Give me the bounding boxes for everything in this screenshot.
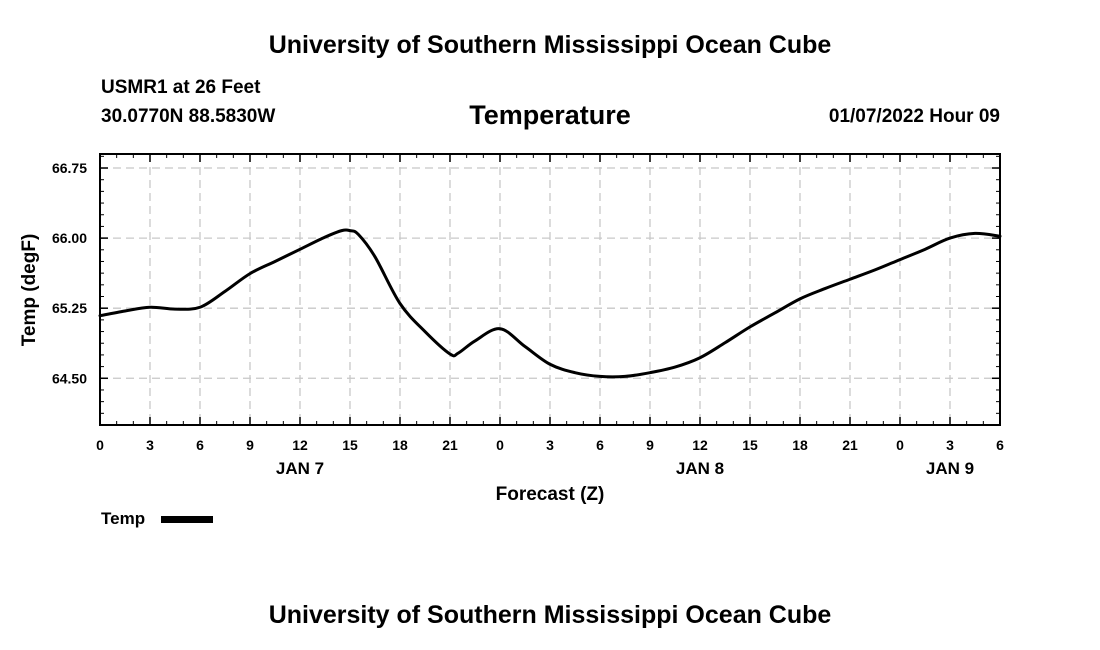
x-tick-label: 18 (392, 437, 408, 453)
x-tick-label: 3 (146, 437, 154, 453)
x-tick-label: 21 (442, 437, 458, 453)
legend-label: Temp (101, 509, 146, 528)
x-axis-label: Forecast (Z) (496, 484, 605, 505)
day-label: JAN 7 (276, 459, 324, 478)
x-tick-label: 15 (342, 437, 358, 453)
y-axis-label: Temp (degF) (19, 234, 40, 347)
y-tick-label: 66.75 (52, 160, 87, 176)
x-tick-label: 9 (646, 437, 654, 453)
page-title-top: University of Southern Mississippi Ocean… (268, 31, 832, 59)
x-tick-label: 21 (842, 437, 858, 453)
x-tick-label: 0 (96, 437, 104, 453)
day-label: JAN 8 (676, 459, 724, 478)
x-tick-label: 0 (896, 437, 904, 453)
x-tick-label: 3 (546, 437, 554, 453)
tick-layer (99, 154, 1001, 426)
page-title-bottom: University of Southern Mississippi Ocean… (268, 601, 832, 629)
station-coordinates: 30.0770N 88.5830W (101, 106, 276, 127)
x-tick-label: 0 (496, 437, 504, 453)
series-layer (98, 228, 1002, 379)
y-tick-label: 66.00 (52, 230, 87, 246)
chart-title: Temperature (469, 100, 631, 130)
y-tick-label: 65.25 (52, 300, 87, 316)
x-tick-label: 15 (742, 437, 758, 453)
x-tick-label: 9 (246, 437, 254, 453)
x-tick-label: 6 (996, 437, 1004, 453)
x-tick-label: 12 (692, 437, 708, 453)
series-line-temp (98, 228, 1002, 379)
x-tick-label: 6 (596, 437, 604, 453)
x-tick-label: 3 (946, 437, 954, 453)
x-tick-label: 18 (792, 437, 808, 453)
x-tick-label: 6 (196, 437, 204, 453)
station-name: USMR1 at 26 Feet (101, 77, 261, 98)
forecast-datetime: 01/07/2022 Hour 09 (828, 106, 1000, 127)
grid-layer (100, 154, 1000, 425)
day-label: JAN 9 (926, 459, 974, 478)
x-tick-label: 12 (292, 437, 308, 453)
y-tick-label: 64.50 (52, 370, 87, 386)
label-layer: 0 3 6 9 12 15 18 21 0 3 6 9 12 15 18 21 0 3 6 64.50 65.25 66.… (52, 160, 1004, 478)
legend-line-swatch (161, 516, 213, 523)
